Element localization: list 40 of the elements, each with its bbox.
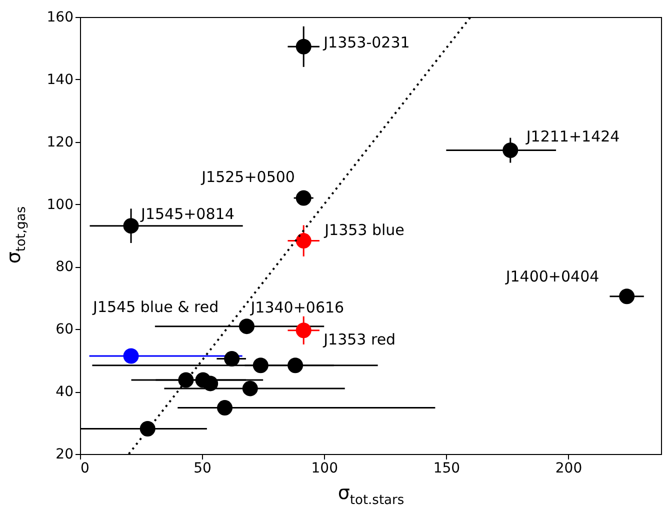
y-tick-label: 140 [46,72,74,88]
point [296,190,312,206]
x-tick-label: 200 [555,460,582,476]
point [123,218,139,234]
y-tick-label: 40 [56,384,74,400]
point [238,318,254,334]
point [502,142,518,158]
x-tick-label: 50 [194,460,212,476]
x-tick-label: 0 [80,460,90,476]
point [217,400,233,416]
point [296,38,312,54]
point [242,380,258,396]
point [202,376,218,392]
annotation: J1545 blue & red [92,298,219,316]
x-tick-label: 100 [311,460,338,476]
y-tick-label: 120 [46,134,74,150]
annotation: J1545+0814 [140,204,234,223]
annotation: J1353-0231 [322,34,410,52]
point [252,358,268,374]
point [296,233,312,249]
point [296,322,312,338]
point [140,420,156,436]
point [178,372,194,388]
x-axis-title: σ$_{tot.stars}$ [338,482,404,506]
y-tick-label: 160 [46,10,74,26]
point [123,348,139,364]
y-tick-label: 20 [56,446,74,462]
annotation: J1340+0616 [250,298,344,316]
annotation: J1353 blue [324,220,404,239]
annotation: J1353 red [322,330,396,348]
point [224,351,240,367]
annotation: J1525+0500 [200,168,295,186]
annotation: J1211+1424 [525,127,620,146]
y-tick-label: 60 [56,322,74,338]
annotation: J1400+0404 [504,267,600,286]
point [619,288,635,304]
point [288,358,304,374]
x-tick-label: 150 [433,460,460,476]
y-tick-label: 100 [46,196,74,213]
y-tick-label: 80 [56,259,74,276]
